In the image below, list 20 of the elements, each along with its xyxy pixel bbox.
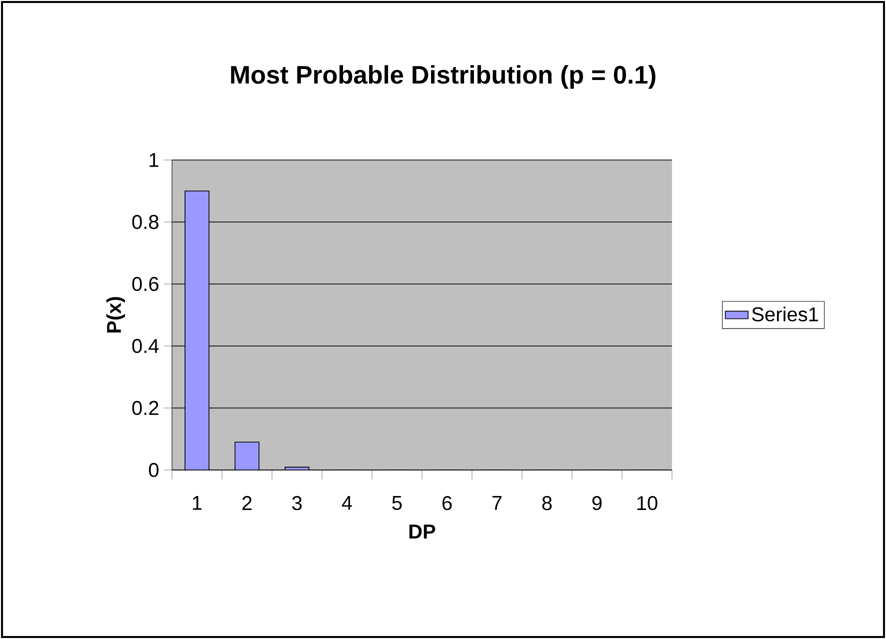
x-tick-label: 5 bbox=[392, 496, 402, 510]
y-tick-label: 0 bbox=[148, 462, 159, 478]
chart-title: Most Probable Distribution (p = 0.1) bbox=[231, 65, 656, 89]
y-tick-label: 0.6 bbox=[132, 276, 158, 292]
legend-label: Series1 bbox=[752, 306, 818, 322]
x-tick-label: 7 bbox=[492, 496, 502, 510]
y-tick-label: 0.8 bbox=[132, 214, 158, 230]
y-tick-label: 0.2 bbox=[132, 400, 158, 416]
x-tick-label: 6 bbox=[442, 496, 452, 510]
x-tick-label: 2 bbox=[242, 496, 252, 510]
x-tick-label: 10 bbox=[637, 496, 658, 510]
y-tick-label: 0.4 bbox=[132, 338, 159, 354]
x-tick-label: 4 bbox=[342, 496, 352, 510]
x-tick-label: 3 bbox=[292, 496, 302, 510]
x-tick-label: 9 bbox=[592, 496, 602, 510]
x-axis-title: DP bbox=[409, 524, 436, 538]
y-axis-title: P(x) bbox=[106, 297, 125, 333]
x-tick-label: 1 bbox=[192, 496, 202, 510]
x-tick-label: 8 bbox=[542, 496, 552, 510]
y-tick-label: 1 bbox=[150, 153, 158, 167]
